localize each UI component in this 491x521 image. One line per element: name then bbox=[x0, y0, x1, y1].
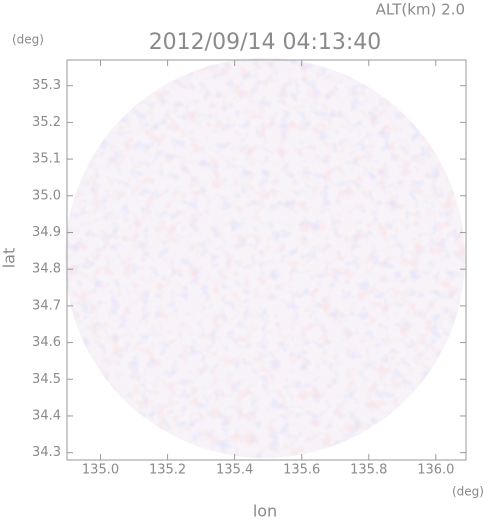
x-tick-label: 135.8 bbox=[350, 463, 387, 478]
y-tick-label: 34.6 bbox=[32, 335, 61, 350]
x-tick-label: 136.0 bbox=[417, 463, 454, 478]
y-tick-label: 34.5 bbox=[32, 372, 61, 387]
y-tick-label: 35.1 bbox=[32, 152, 61, 167]
x-tick-label: 135.4 bbox=[216, 463, 253, 478]
y-tick-label: 34.4 bbox=[32, 408, 61, 423]
x-unit: (deg) bbox=[452, 485, 484, 499]
y-unit: (deg) bbox=[12, 33, 44, 47]
y-tick-label: 34.8 bbox=[32, 262, 61, 277]
chart-title: 2012/09/14 04:13:40 bbox=[149, 30, 382, 55]
y-axis-label: lat bbox=[0, 248, 19, 269]
x-tick-label: 135.2 bbox=[149, 463, 186, 478]
subtitle: ALT(km) 2.0 bbox=[376, 1, 465, 19]
y-tick-label: 34.9 bbox=[32, 225, 61, 240]
plot-frame bbox=[66, 59, 467, 461]
radar-field bbox=[65, 58, 465, 458]
x-axis-label: lon bbox=[253, 502, 277, 521]
y-tick-label: 34.3 bbox=[32, 445, 61, 460]
x-tick-label: 135.6 bbox=[283, 463, 320, 478]
y-tick-label: 35.2 bbox=[32, 115, 61, 130]
y-tick-label: 35.0 bbox=[32, 188, 61, 203]
y-tick-label: 35.3 bbox=[32, 78, 61, 93]
x-tick-label: 135.0 bbox=[82, 463, 119, 478]
y-tick-label: 34.7 bbox=[32, 298, 61, 313]
